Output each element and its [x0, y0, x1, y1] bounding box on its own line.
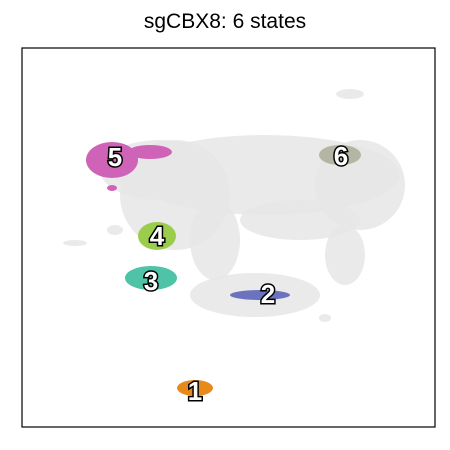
state-labels: 1 2 3 4 5 6 [106, 140, 349, 408]
state-1-label: 1 [188, 376, 202, 406]
state-3-cluster [125, 266, 177, 290]
state-5-label: 5 [108, 142, 122, 172]
state-6-cluster [319, 145, 361, 165]
state-4-cluster [138, 222, 176, 250]
background-cell-region [107, 225, 123, 235]
background-cell-region [319, 314, 331, 322]
background-cell-region [325, 225, 365, 285]
background-cell-region [63, 240, 87, 246]
state-4-label: 4 [150, 221, 165, 251]
plot-frame [21, 47, 436, 428]
state-5-cluster [128, 145, 172, 159]
state-5-cluster [86, 142, 138, 178]
state-2-label: 2 [261, 279, 275, 309]
background-cell-region [190, 200, 240, 280]
state-clusters [86, 142, 361, 396]
state-3-label: 3 [144, 266, 158, 296]
background-cell-region [240, 200, 360, 240]
background-cell-region [336, 89, 364, 99]
state-5-cluster [107, 185, 117, 191]
state-6-label: 6 [334, 141, 348, 171]
background-cells [63, 89, 405, 322]
state-2-cluster [230, 290, 290, 300]
state-1-cluster [177, 380, 213, 396]
chart-title: sgCBX8: 6 states [143, 10, 307, 33]
